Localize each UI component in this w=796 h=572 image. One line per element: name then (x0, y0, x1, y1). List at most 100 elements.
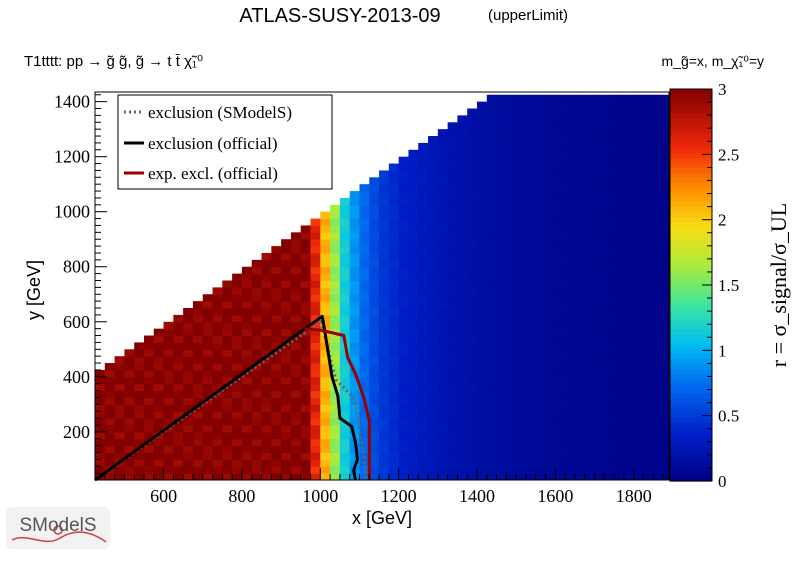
heatmap-cell (545, 149, 556, 158)
heatmap-cell (271, 314, 282, 323)
heatmap-cell (496, 259, 507, 268)
heatmap-cell (506, 424, 517, 433)
heatmap-cell (437, 266, 449, 275)
heatmap-cell (388, 314, 400, 323)
heatmap-cell (663, 445, 670, 453)
heatmap-cell (300, 239, 311, 247)
heatmap-cell (349, 232, 360, 240)
color-scale-segment (670, 466, 712, 472)
heatmap-cell (330, 273, 341, 281)
heatmap-cell (623, 197, 635, 206)
heatmap-cell (241, 363, 253, 371)
heatmap-cell (506, 466, 517, 474)
heatmap-cell (300, 321, 311, 330)
heatmap-cell (467, 452, 478, 460)
heatmap-cell (535, 142, 547, 151)
heatmap-cell (653, 335, 664, 343)
color-scale-segment (670, 93, 712, 100)
heatmap-cell (202, 473, 214, 481)
heatmap-cell (467, 218, 478, 226)
heatmap-cell (369, 411, 380, 419)
heatmap-cell (398, 369, 409, 378)
heatmap-cell (604, 459, 615, 467)
heatmap-cell (398, 459, 409, 467)
heatmap-cell (653, 342, 664, 350)
heatmap-cell (437, 363, 449, 371)
heatmap-cell (555, 149, 566, 158)
heatmap-cell (183, 390, 194, 398)
heatmap-cell (467, 273, 478, 281)
heatmap-cell (653, 177, 664, 185)
heatmap-cell (408, 163, 419, 171)
heatmap-cell (643, 349, 654, 357)
heatmap-cell (653, 287, 664, 295)
heatmap-cell (271, 273, 282, 281)
heatmap-cell (124, 369, 135, 378)
heatmap-cell (281, 335, 292, 343)
heatmap-cell (584, 356, 596, 364)
heatmap-cell (173, 438, 184, 447)
z-tick-label: 3 (718, 80, 727, 99)
heatmap-cell (212, 335, 223, 343)
heatmap-cell (477, 335, 488, 343)
heatmap-cell (251, 280, 263, 288)
heatmap-cell (614, 136, 625, 144)
heatmap-cell (467, 259, 478, 268)
heatmap-cell (467, 266, 478, 275)
heatmap-cell (486, 149, 498, 158)
heatmap-cell (535, 328, 547, 337)
heatmap-cell (486, 94, 498, 103)
heatmap-cell (349, 424, 360, 433)
heatmap-cell (418, 314, 429, 323)
heatmap-cell (310, 266, 321, 275)
heatmap-cell (565, 252, 576, 261)
heatmap-cell (525, 184, 537, 192)
heatmap-cell (251, 273, 263, 281)
heatmap-cell (428, 177, 439, 185)
heatmap-cell (525, 142, 537, 151)
heatmap-cell (584, 252, 596, 261)
heatmap-cell (310, 314, 321, 323)
heatmap-cell (604, 204, 615, 213)
heatmap-cell (594, 218, 605, 226)
heatmap-cell (477, 122, 488, 130)
heatmap-cell (574, 369, 586, 378)
heatmap-cell (663, 397, 670, 405)
heatmap-cell (369, 246, 380, 254)
heatmap-cell (153, 404, 165, 412)
heatmap-cell (437, 308, 449, 316)
heatmap-cell (604, 356, 615, 364)
heatmap-cell (486, 101, 498, 110)
heatmap-cell (134, 342, 145, 350)
heatmap-cell (467, 383, 478, 392)
heatmap-cell (192, 390, 204, 398)
heatmap-cell (447, 452, 458, 460)
heatmap-cell (545, 94, 556, 103)
heatmap-cell (604, 363, 615, 371)
heatmap-cell (457, 335, 468, 343)
heatmap-cell (653, 239, 664, 247)
heatmap-cell (418, 335, 429, 343)
heatmap-cell (212, 349, 223, 357)
heatmap-cell (535, 225, 547, 233)
heatmap-cell (594, 280, 605, 288)
color-scale-segment (670, 216, 712, 222)
heatmap-cell (163, 376, 174, 385)
heatmap-cell (584, 328, 596, 337)
heatmap-cell (594, 266, 605, 275)
heatmap-cell (594, 424, 605, 433)
heatmap-cell (555, 232, 566, 240)
heatmap-cell (222, 321, 233, 330)
heatmap-cell (496, 438, 507, 447)
heatmap-cell (398, 376, 409, 385)
heatmap-cell (643, 211, 654, 220)
heatmap-cell (486, 287, 498, 295)
heatmap-cell (545, 129, 556, 137)
heatmap-cell (604, 431, 615, 440)
heatmap-cell (437, 424, 449, 433)
heatmap-cell (663, 259, 670, 268)
heatmap-cell (173, 369, 184, 378)
heatmap-cell (623, 294, 635, 302)
heatmap-cell (163, 438, 174, 447)
heatmap-cell (447, 294, 458, 302)
